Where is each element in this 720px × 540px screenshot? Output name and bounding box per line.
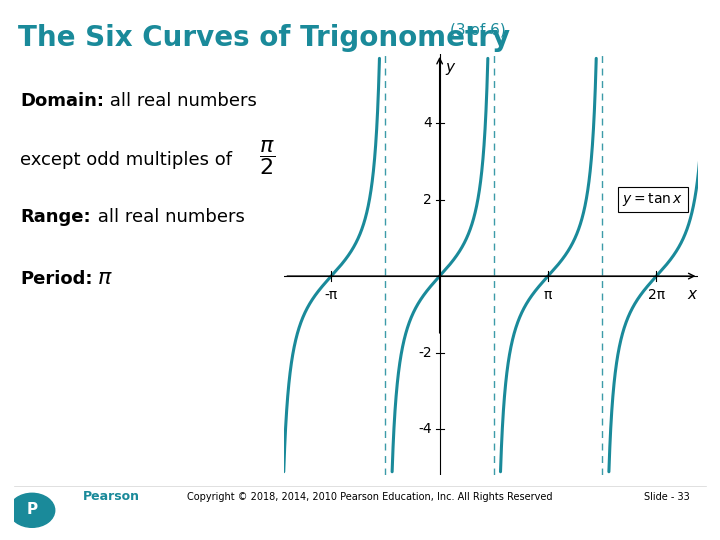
Text: Pearson: Pearson bbox=[83, 490, 140, 503]
Text: The Six Curves of Trigonometry: The Six Curves of Trigonometry bbox=[18, 24, 510, 52]
Text: Period:: Period: bbox=[20, 270, 93, 288]
Circle shape bbox=[9, 494, 55, 527]
Text: Range:: Range: bbox=[20, 208, 91, 226]
Text: $\pi$: $\pi$ bbox=[97, 268, 113, 288]
Text: x: x bbox=[687, 287, 696, 302]
Text: $\dfrac{\pi}{2}$: $\dfrac{\pi}{2}$ bbox=[259, 138, 275, 177]
Text: π: π bbox=[544, 288, 552, 302]
Text: 2π: 2π bbox=[648, 288, 665, 302]
Text: except odd multiples of: except odd multiples of bbox=[20, 151, 238, 169]
Text: 2: 2 bbox=[423, 192, 432, 206]
Text: Domain:: Domain: bbox=[20, 92, 104, 110]
Text: Copyright © 2018, 2014, 2010 Pearson Education, Inc. All Rights Reserved: Copyright © 2018, 2014, 2010 Pearson Edu… bbox=[187, 492, 553, 502]
Text: Slide - 33: Slide - 33 bbox=[644, 492, 690, 502]
Text: P: P bbox=[27, 502, 37, 517]
Text: -π: -π bbox=[325, 288, 338, 302]
Text: y: y bbox=[446, 60, 455, 75]
Text: all real numbers: all real numbers bbox=[92, 208, 245, 226]
Text: 4: 4 bbox=[423, 116, 432, 130]
Text: -2: -2 bbox=[418, 346, 432, 360]
Text: -4: -4 bbox=[418, 422, 432, 436]
Text: (3 of 6): (3 of 6) bbox=[450, 23, 505, 38]
Text: all real numbers: all real numbers bbox=[104, 92, 257, 110]
Text: $y = \tan x$: $y = \tan x$ bbox=[623, 191, 683, 208]
